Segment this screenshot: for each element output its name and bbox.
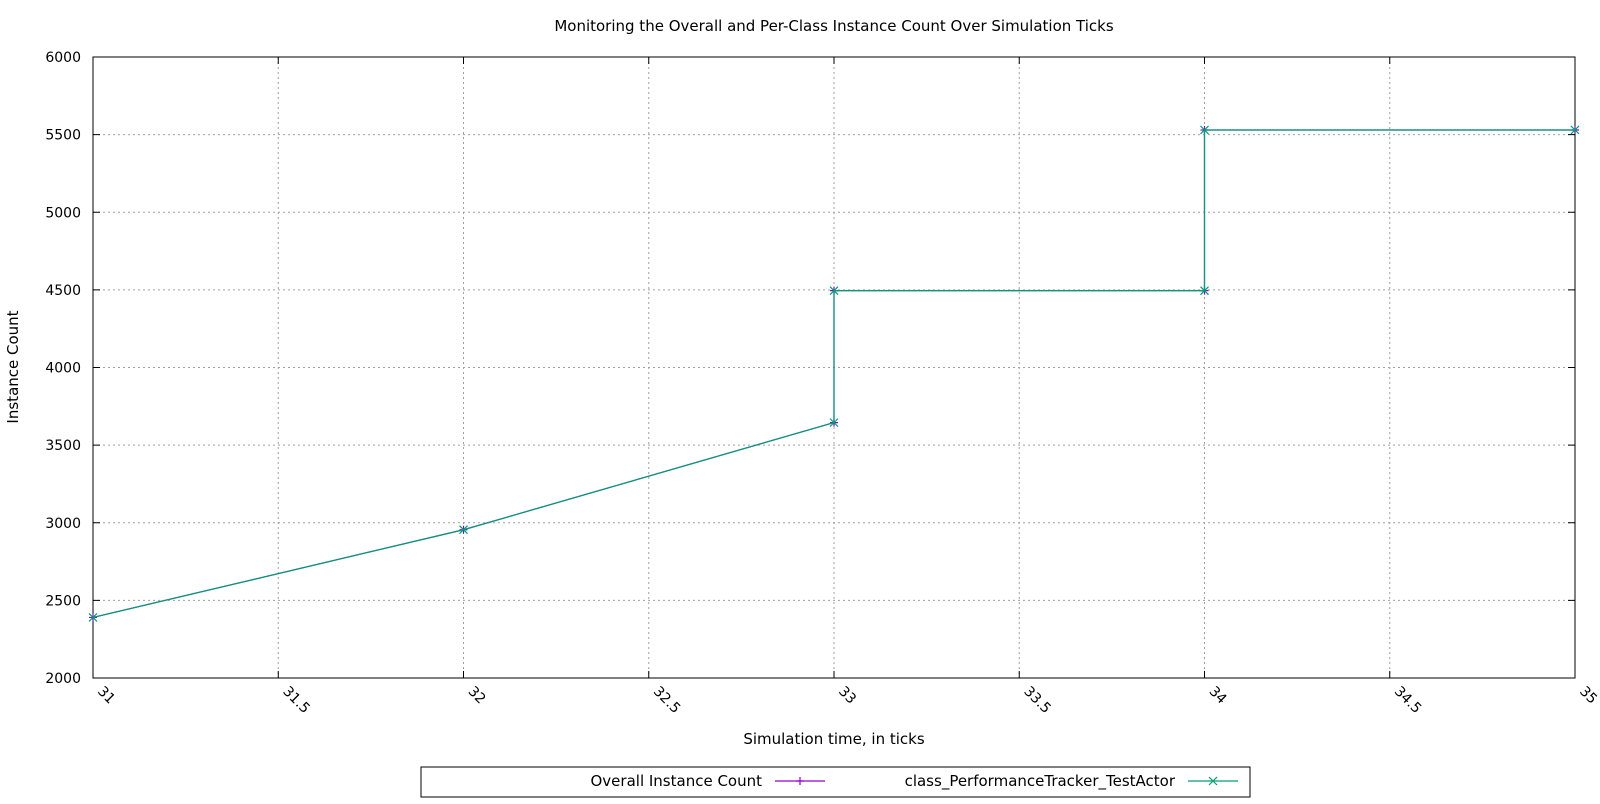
- legend-marker-overall: [796, 777, 804, 785]
- x-tick-label: 31: [94, 684, 118, 708]
- y-tick-label: 5500: [45, 128, 81, 144]
- x-tick-label: 33.5: [1020, 684, 1053, 717]
- y-axis-label: Instance Count: [4, 310, 22, 423]
- data-point: [1200, 286, 1209, 296]
- x-tick-label: 31.5: [279, 684, 312, 717]
- y-tick-label: 3500: [45, 438, 81, 454]
- data-point: [829, 418, 839, 428]
- series-layer: [88, 125, 1580, 622]
- x-tick-label: 35: [1576, 684, 1600, 708]
- legend-label-overall: Overall Instance Count: [591, 772, 763, 790]
- y-tick-label: 4500: [45, 283, 81, 299]
- x-tick-label: 34.5: [1391, 684, 1424, 717]
- y-tick-label: 3000: [45, 516, 81, 532]
- y-tick-label: 5000: [45, 205, 81, 221]
- data-point: [1200, 125, 1209, 135]
- y-tick-label: 2500: [45, 593, 81, 609]
- legend-label-test-actor: class_PerformanceTracker_TestActor: [905, 772, 1176, 791]
- x-tick-label: 32: [465, 684, 489, 708]
- y-tick-label: 4000: [45, 361, 81, 377]
- data-point: [88, 613, 98, 622]
- legend: Overall Instance Count class_Performance…: [420, 766, 1251, 798]
- legend-box: [420, 766, 1251, 798]
- chart-title: Monitoring the Overall and Per-Class Ins…: [554, 17, 1114, 35]
- y-tick-label: 6000: [45, 50, 81, 66]
- legend-marker-plus: [796, 777, 804, 785]
- x-tick-label: 33: [835, 684, 859, 708]
- x-tick-label: 32.5: [650, 684, 683, 717]
- y-tick-label: 2000: [45, 671, 81, 687]
- series-test-actor: [88, 125, 1580, 622]
- data-point: [829, 286, 839, 296]
- legend-marker-cross: [1208, 776, 1218, 786]
- legend-marker-test-actor: [1208, 776, 1218, 786]
- x-axis-label: Simulation time, in ticks: [743, 730, 925, 748]
- data-point: [1570, 125, 1580, 135]
- data-point: [459, 525, 468, 535]
- x-tick-label: 34: [1206, 684, 1230, 708]
